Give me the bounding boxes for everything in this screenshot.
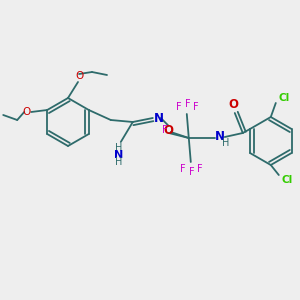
Text: O: O xyxy=(164,124,174,136)
Text: Cl: Cl xyxy=(278,93,290,103)
Text: N: N xyxy=(154,112,164,124)
Text: N: N xyxy=(114,150,123,160)
Text: F: F xyxy=(185,99,190,109)
Text: H: H xyxy=(115,143,122,153)
Text: F: F xyxy=(193,102,199,112)
Text: O: O xyxy=(229,98,239,112)
Text: Cl: Cl xyxy=(281,175,292,185)
Text: F: F xyxy=(189,167,195,177)
Text: F: F xyxy=(197,164,203,174)
Text: H: H xyxy=(222,138,230,148)
Text: H: H xyxy=(115,157,122,167)
Text: F: F xyxy=(176,102,182,112)
Text: N: N xyxy=(215,130,225,143)
Text: F: F xyxy=(162,125,168,135)
Text: F: F xyxy=(180,164,186,174)
Text: O: O xyxy=(22,107,30,117)
Text: O: O xyxy=(75,71,83,81)
